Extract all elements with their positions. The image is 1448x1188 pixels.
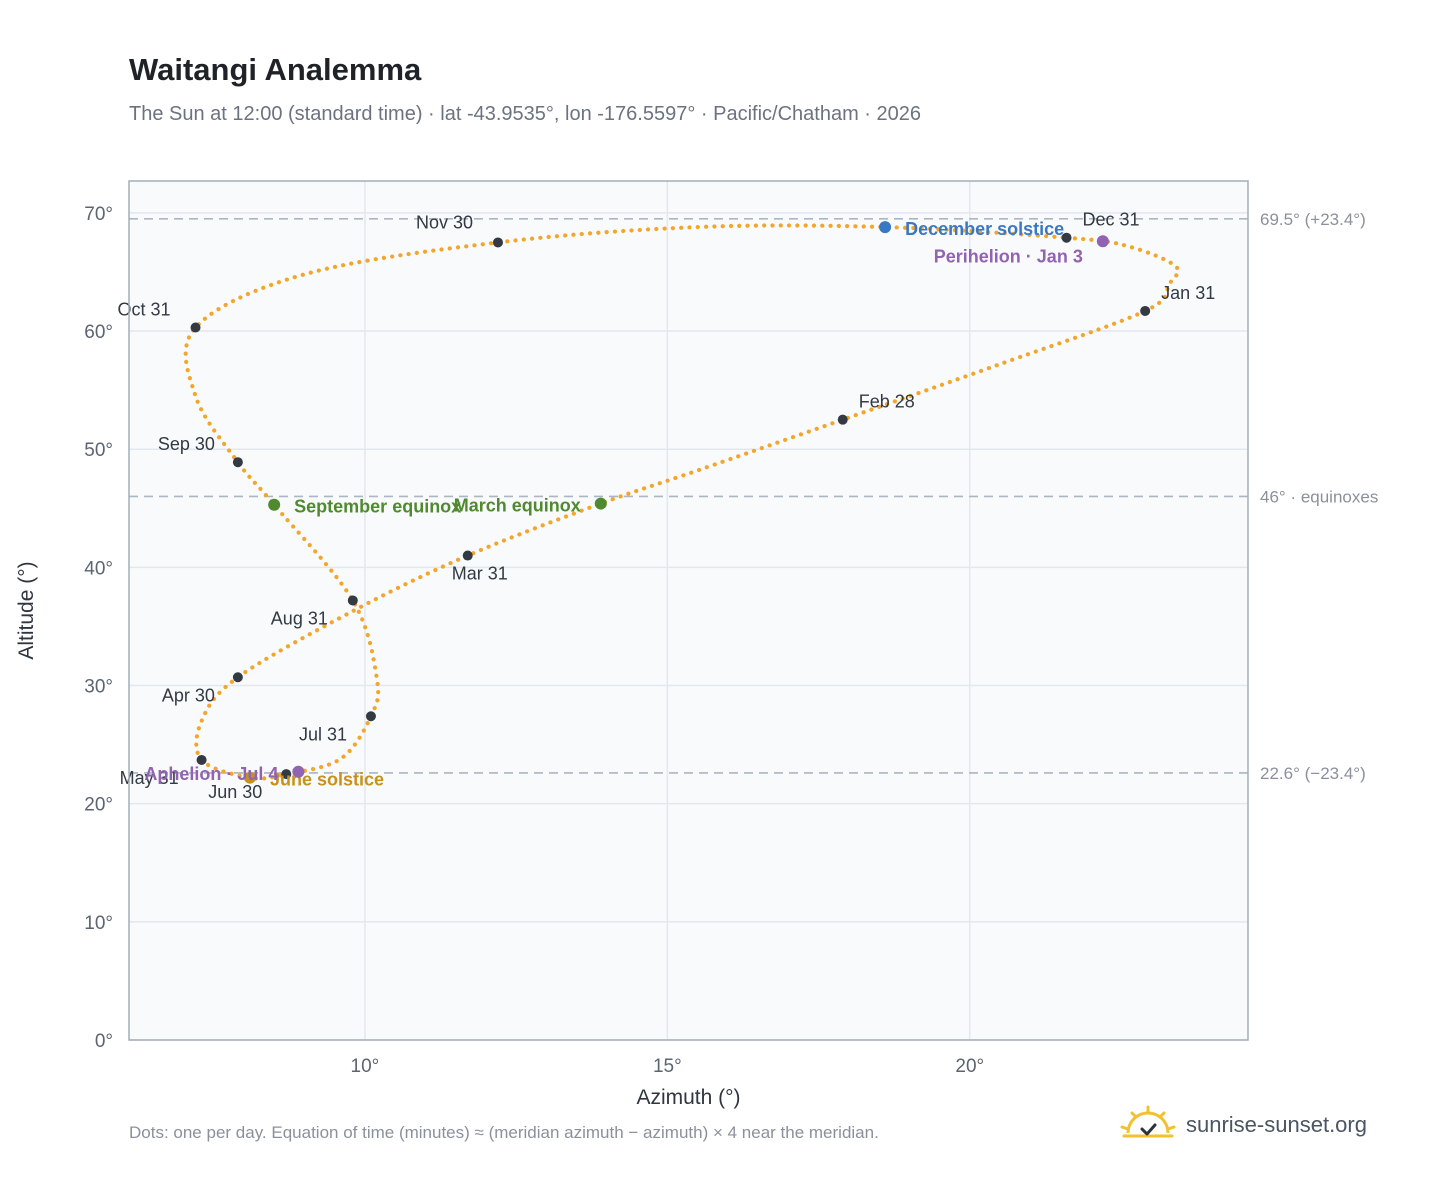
month-marker-label: Feb 28 xyxy=(859,392,915,412)
event-markers: December solstice Perihelion · Jan 3 March… xyxy=(144,219,1109,790)
month-marker xyxy=(232,457,243,468)
event-marker xyxy=(594,497,607,510)
x-tick-label: 10° xyxy=(351,1056,380,1077)
x-tick-label: 15° xyxy=(653,1056,682,1077)
footnote: Dots: one per day. Equation of time (min… xyxy=(129,1123,879,1142)
y-axis-label: Altitude (°) xyxy=(15,561,38,659)
month-marker xyxy=(1140,305,1151,316)
y-tick-label: 60° xyxy=(84,322,113,343)
y-tick-label: 50° xyxy=(84,440,113,461)
month-marker-label: Apr 30 xyxy=(162,685,215,705)
plot-frame xyxy=(128,180,1249,1041)
brand-name: sunrise-sunset.org xyxy=(1186,1112,1367,1137)
y-tick-label: 30° xyxy=(84,677,113,698)
event-marker xyxy=(292,765,305,778)
month-marker xyxy=(365,711,376,722)
event-marker xyxy=(243,771,256,784)
x-tick-label: 20° xyxy=(955,1056,984,1077)
event-label: Aphelion · Jul 4 xyxy=(144,764,278,784)
chart-subtitle: The Sun at 12:00 (standard time) · lat -… xyxy=(129,103,921,125)
reference-line-label: 22.6° (−23.4°) xyxy=(1260,764,1366,783)
daily-sun-dots xyxy=(183,223,1181,781)
reference-line-label: 69.5° (+23.4°) xyxy=(1260,210,1366,229)
y-tick-label: 10° xyxy=(84,913,113,934)
month-marker-label: Mar 31 xyxy=(452,564,508,584)
axes: 0° 10° 20° 30° 40° 50° 60° 70° 10° 15° 20° Azimuth … xyxy=(15,204,984,1109)
reference-line-label: 46° · equinoxes xyxy=(1260,487,1378,506)
sun-logo-icon xyxy=(1120,1105,1176,1138)
month-marker-label: May 31 xyxy=(120,768,179,788)
brand[interactable]: sunrise-sunset.org xyxy=(1120,1100,1367,1150)
month-marker-label: Dec 31 xyxy=(1083,210,1140,230)
x-axis-label: Azimuth (°) xyxy=(636,1086,740,1109)
month-marker xyxy=(347,595,358,606)
y-tick-label: 70° xyxy=(84,204,113,225)
chart-title: Waitangi Analemma xyxy=(129,52,422,87)
y-tick-label: 40° xyxy=(84,558,113,579)
event-label: September equinox xyxy=(294,497,461,517)
month-marker xyxy=(190,322,201,333)
month-marker xyxy=(281,769,292,780)
analemma-dot-path xyxy=(183,223,1181,781)
month-markers: Jan 31 Feb 28 Mar 31 Apr 30 May 31 Jun 30 Jul … xyxy=(118,210,1216,802)
event-marker xyxy=(879,221,892,234)
month-marker xyxy=(1061,232,1072,243)
y-tick-label: 0° xyxy=(95,1031,113,1052)
plot-area xyxy=(129,181,1248,1040)
month-marker-label: Jan 31 xyxy=(1161,283,1215,303)
grid-lines xyxy=(129,181,1248,1041)
month-marker-label: Jul 31 xyxy=(299,724,347,744)
month-marker xyxy=(492,237,503,248)
event-marker xyxy=(1096,235,1109,248)
y-tick-label: 20° xyxy=(84,795,113,816)
month-marker-label: Nov 30 xyxy=(416,212,473,232)
month-marker xyxy=(232,672,243,683)
month-marker xyxy=(837,414,848,425)
month-marker-label: Sep 30 xyxy=(158,434,215,454)
month-marker-label: Jun 30 xyxy=(208,782,262,802)
event-label: Perihelion · Jan 3 xyxy=(934,246,1083,266)
month-marker-label: Aug 31 xyxy=(271,608,328,628)
event-label: June solstice xyxy=(270,770,384,790)
event-label: December solstice xyxy=(905,219,1064,239)
event-label: March equinox xyxy=(454,496,581,516)
month-marker-label: Oct 31 xyxy=(118,300,171,320)
month-marker xyxy=(196,754,207,765)
month-marker xyxy=(462,550,473,561)
event-marker xyxy=(268,498,281,511)
reference-lines: 69.5° (+23.4°) 46° · equinoxes 22.6° (−23.… xyxy=(129,210,1378,783)
